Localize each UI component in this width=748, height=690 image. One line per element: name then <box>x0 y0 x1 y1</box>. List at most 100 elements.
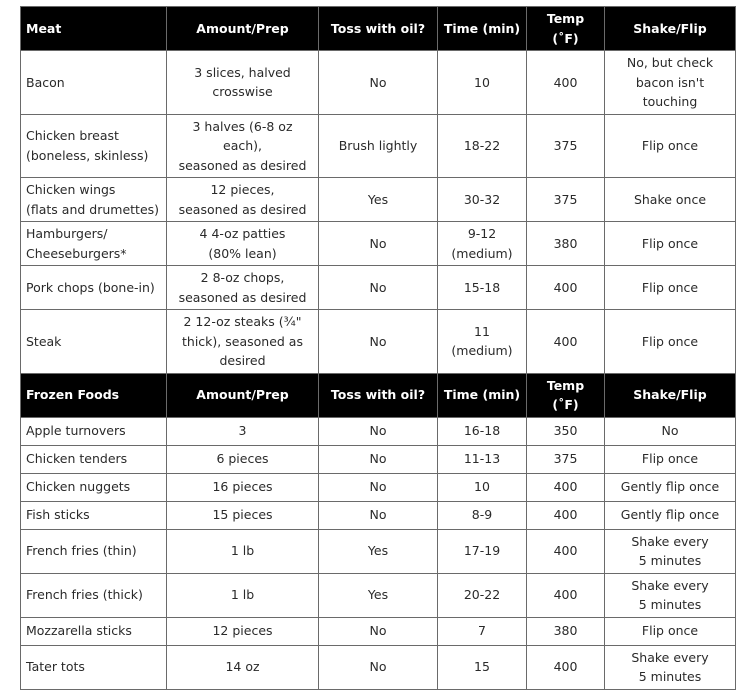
table-row: Chicken wings (flats and drumettes) 12 pi… <box>20 177 736 222</box>
table-cell: 10 <box>437 472 527 502</box>
table-cell: Chicken tenders <box>20 444 167 474</box>
table-cell: Flip once <box>604 221 736 266</box>
table-cell: Apple turnovers <box>20 416 167 446</box>
table-cell: Flip once <box>604 113 736 178</box>
table-cell: 3 halves (6-8 oz each), seasoned as desi… <box>166 113 319 178</box>
header-cell: Meat <box>20 6 167 51</box>
table-cell: 380 <box>526 221 605 266</box>
table-cell: 380 <box>526 616 605 646</box>
table-row: Fish sticks 15 pieces No 8-9 400 Gently flip … <box>20 500 736 530</box>
table-cell: 400 <box>526 572 605 618</box>
table-cell: 15-18 <box>437 265 527 310</box>
table-cell: 375 <box>526 177 605 222</box>
table-cell: Fish sticks <box>20 500 167 530</box>
table-cell: Brush lightly <box>318 113 438 178</box>
table-cell: No <box>318 616 438 646</box>
table-cell: Steak <box>20 309 167 374</box>
table-cell: 20-22 <box>437 572 527 618</box>
table-cell: 15 pieces <box>166 500 319 530</box>
table-cell: French fries (thin) <box>20 528 167 574</box>
table-cell: Flip once <box>604 265 736 310</box>
table-cell: Yes <box>318 528 438 574</box>
header-cell: Toss with oil? <box>318 6 438 51</box>
table-cell: Tater tots <box>20 644 167 690</box>
table-cell: Shake once <box>604 177 736 222</box>
table-cell: 14 oz <box>166 644 319 690</box>
table-cell: No <box>318 644 438 690</box>
table-cell: 11 (medium) <box>437 309 527 374</box>
table-cell: 3 <box>166 416 319 446</box>
table-cell: 17-19 <box>437 528 527 574</box>
table-cell: Bacon <box>20 50 167 115</box>
table-row: Steak 2 12-oz steaks (¾" thick), seasoned… <box>20 309 736 374</box>
table-cell: 15 <box>437 644 527 690</box>
table-cell: 12 pieces, seasoned as desired <box>166 177 319 222</box>
table-cell: French fries (thick) <box>20 572 167 618</box>
table-cell: 400 <box>526 472 605 502</box>
table-cell: Hamburgers/ Cheeseburgers* <box>20 221 167 266</box>
table-row: Chicken tenders 6 pieces No 11-13 375 Flip on… <box>20 444 736 474</box>
table-cell: 4 4-oz patties (80% lean) <box>166 221 319 266</box>
table-cell: 2 12-oz steaks (¾" thick), seasoned as d… <box>166 309 319 374</box>
table-row: Mozzarella sticks 12 pieces No 7 380 Flip onc… <box>20 616 736 646</box>
table-cell: 350 <box>526 416 605 446</box>
header-cell: Temp (˚F) <box>526 6 605 51</box>
table-cell: 10 <box>437 50 527 115</box>
table-cell: No <box>318 265 438 310</box>
table-row: Hamburgers/ Cheeseburgers* 4 4-oz patties… <box>20 221 736 266</box>
table-row: Chicken nuggets 16 pieces No 10 400 Gently fl… <box>20 472 736 502</box>
table-cell: No <box>318 444 438 474</box>
table-cell: No <box>318 50 438 115</box>
table-cell: 7 <box>437 616 527 646</box>
table-cell: Chicken nuggets <box>20 472 167 502</box>
table-cell: 400 <box>526 500 605 530</box>
header-cell: Temp (˚F) <box>526 372 605 418</box>
table-cell: 2 8-oz chops, seasoned as desired <box>166 265 319 310</box>
header-cell: Shake/Flip <box>604 6 736 51</box>
table-cell: 18-22 <box>437 113 527 178</box>
table-cell: 1 lb <box>166 528 319 574</box>
table-cell: Flip once <box>604 616 736 646</box>
table-cell: Shake every 5 minutes <box>604 528 736 574</box>
table-cell: No <box>318 500 438 530</box>
table-row: French fries (thin) 1 lb Yes 17-19 400 Shake … <box>20 528 736 574</box>
table-cell: 3 slices, halved crosswise <box>166 50 319 115</box>
table-cell: Yes <box>318 572 438 618</box>
table-cell: 16-18 <box>437 416 527 446</box>
table-cell: Flip once <box>604 444 736 474</box>
table-cell: Chicken breast (boneless, skinless) <box>20 113 167 178</box>
table-cell: Mozzarella sticks <box>20 616 167 646</box>
header-cell: Frozen Foods <box>20 372 167 418</box>
table-cell: Chicken wings (flats and drumettes) <box>20 177 167 222</box>
table-cell: 1 lb <box>166 572 319 618</box>
table-cell: 400 <box>526 528 605 574</box>
table-cell: 375 <box>526 444 605 474</box>
header-cell: Time (min) <box>437 6 527 51</box>
table-cell: No <box>604 416 736 446</box>
table-row: French fries (thick) 1 lb Yes 20-22 400 Shake… <box>20 572 736 618</box>
table-cell: 9-12 (medium) <box>437 221 527 266</box>
table-cell: Shake every 5 minutes <box>604 572 736 618</box>
header-row: Frozen Foods Amount/Prep Toss with oil? Tim… <box>20 372 736 418</box>
table-cell: No <box>318 472 438 502</box>
table-cell: No <box>318 416 438 446</box>
header-cell: Shake/Flip <box>604 372 736 418</box>
table-cell: 400 <box>526 50 605 115</box>
table-cell: Gently flip once <box>604 500 736 530</box>
table-cell: 8-9 <box>437 500 527 530</box>
air-fryer-table: Meat Amount/Prep Toss with oil? Time (min) T… <box>20 6 736 690</box>
table-cell: Shake every 5 minutes <box>604 644 736 690</box>
table-row: Tater tots 14 oz No 15 400 Shake every 5 minu… <box>20 644 736 690</box>
table-cell: 16 pieces <box>166 472 319 502</box>
table-cell: No <box>318 221 438 266</box>
header-cell: Amount/Prep <box>166 6 319 51</box>
header-cell: Toss with oil? <box>318 372 438 418</box>
table-cell: Flip once <box>604 309 736 374</box>
header-row: Meat Amount/Prep Toss with oil? Time (min) T… <box>20 6 736 51</box>
table-cell: 12 pieces <box>166 616 319 646</box>
table-row: Chicken breast (boneless, skinless) 3 hal… <box>20 113 736 178</box>
table-cell: Gently flip once <box>604 472 736 502</box>
table-cell: No, but check bacon isn't touching <box>604 50 736 115</box>
header-cell: Time (min) <box>437 372 527 418</box>
table-body: Meat Amount/Prep Toss with oil? Time (min) T… <box>20 6 736 690</box>
